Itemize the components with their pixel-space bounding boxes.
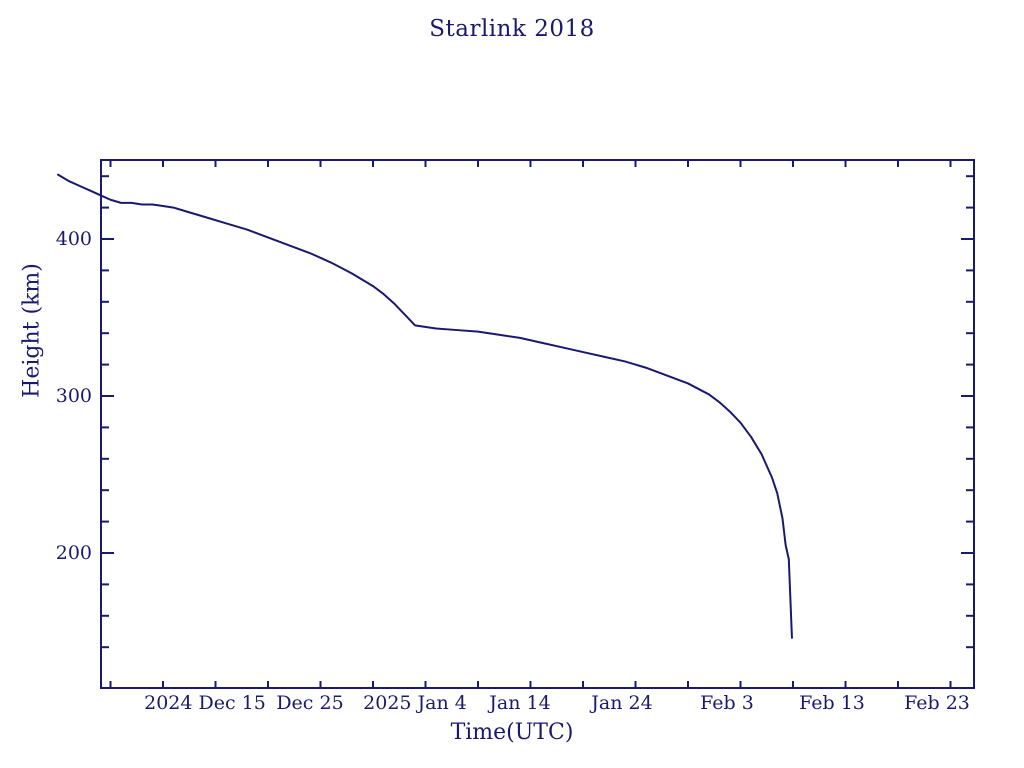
x-axis-ticks <box>109 160 952 688</box>
x-tick-label: Jan 14 <box>489 692 551 714</box>
plot-frame <box>100 159 975 689</box>
x-axis-title: Time(UTC) <box>450 720 574 745</box>
x-tick-label: Jan 24 <box>591 692 653 714</box>
axis-frame <box>100 159 975 689</box>
x-tick-label: 2025 Jan 4 <box>363 692 467 714</box>
y-tick-label: 300 <box>55 385 92 407</box>
x-tick-label: Feb 3 <box>700 692 754 714</box>
y-axis-tick-labels: 200 300 400 <box>28 0 92 768</box>
data-line-0 <box>57 173 793 639</box>
y-tick-label: 200 <box>55 542 92 564</box>
x-tick-label: Feb 13 <box>799 692 865 714</box>
chart-title: Starlink 2018 <box>429 16 595 42</box>
x-tick-label: Feb 23 <box>904 692 970 714</box>
x-tick-label: 2024 Dec 15 <box>144 692 266 714</box>
x-tick-label: Dec 25 <box>276 692 344 714</box>
data-series-group <box>57 173 793 639</box>
y-axis-ticks <box>101 175 974 649</box>
y-tick-label: 400 <box>55 228 92 250</box>
